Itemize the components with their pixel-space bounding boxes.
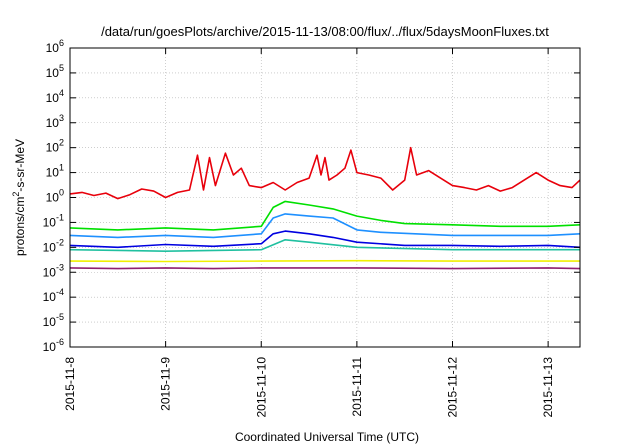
x-axis-ticks: 2015-11-8 2015-11-9 2015-11-10 2015-11-11 20… <box>63 48 555 418</box>
y-label-prefix: protons/cm <box>13 197 27 256</box>
y-tick-label: 10-4 <box>43 287 64 304</box>
series-line-7 <box>69 267 581 270</box>
y-tick-exponent: 1 <box>59 163 64 173</box>
series-line-5 <box>69 239 580 252</box>
y-tick-label: 10-6 <box>43 337 64 354</box>
series-line-2 <box>69 200 581 231</box>
chart-title: /data/run/goesPlots/archive/2015-11-13/0… <box>101 24 549 39</box>
x-axis-label: Coordinated Universal Time (UTC) <box>235 430 419 444</box>
y-tick-label: 10-5 <box>43 312 64 329</box>
x-tick-label: 2015-11-9 <box>159 357 173 411</box>
y-tick-exponent: -5 <box>56 312 64 322</box>
x-tick-label: 2015-11-10 <box>254 357 268 418</box>
y-tick-label: 103 <box>46 113 64 130</box>
y-label-exponent: 2 <box>11 192 21 197</box>
series-line-1 <box>69 146 581 200</box>
y-tick-label: 101 <box>46 163 64 180</box>
y-tick-exponent: 5 <box>59 63 64 73</box>
y-label-suffix: -s-sr-MeV <box>13 139 27 192</box>
y-tick-label: 10-3 <box>43 262 64 279</box>
x-tick-label: 2015-11-12 <box>446 357 460 418</box>
y-tick-label: 10-1 <box>43 212 64 229</box>
y-tick-label: 102 <box>46 138 64 155</box>
series-group <box>69 146 581 270</box>
y-tick-exponent: -3 <box>56 262 64 272</box>
x-tick-label: 2015-11-13 <box>541 357 555 418</box>
y-tick-exponent: 3 <box>59 113 64 123</box>
x-tick-label: 2015-11-11 <box>350 357 364 417</box>
y-tick-exponent: 4 <box>59 88 64 98</box>
grid <box>69 47 580 348</box>
y-axis-label: protons/cm2-s-sr-MeV <box>11 139 27 256</box>
y-tick-label: 10-2 <box>43 237 64 254</box>
y-tick-label: 106 <box>46 38 64 55</box>
y-tick-exponent: -2 <box>56 237 64 247</box>
x-tick-label: 2015-11-8 <box>63 357 77 411</box>
series-line-3 <box>69 213 581 239</box>
series-line-6 <box>69 259 580 263</box>
y-tick-exponent: 6 <box>59 38 64 48</box>
y-tick-label: 100 <box>46 188 64 205</box>
y-tick-exponent: -4 <box>56 287 64 297</box>
y-tick-exponent: 2 <box>59 138 64 148</box>
y-tick-label: 105 <box>46 63 64 80</box>
y-tick-label: 104 <box>46 88 64 105</box>
y-tick-exponent: -6 <box>56 337 64 347</box>
y-tick-exponent: -1 <box>56 212 64 222</box>
series-line-4 <box>69 230 581 249</box>
y-tick-exponent: 0 <box>59 188 64 198</box>
